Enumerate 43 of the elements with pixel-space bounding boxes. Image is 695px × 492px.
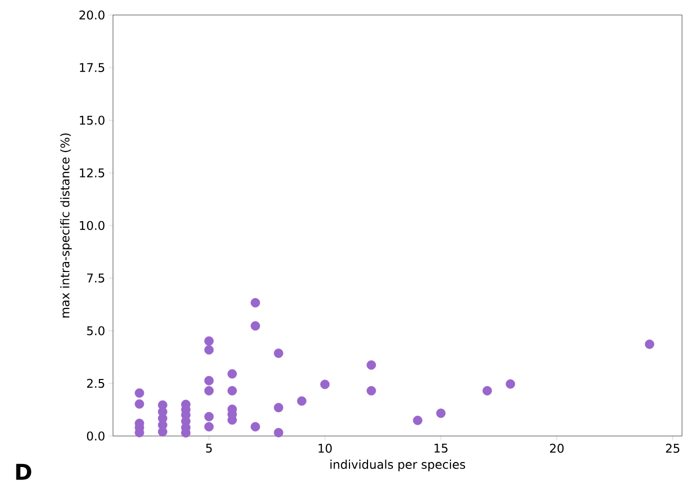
point: [320, 380, 330, 390]
point: [204, 376, 214, 386]
point: [274, 348, 284, 358]
point: [482, 386, 492, 396]
point: [158, 427, 168, 436]
point: [250, 422, 260, 432]
point: [227, 369, 237, 379]
x-tick-label: 25: [666, 444, 680, 453]
point: [204, 336, 214, 346]
y-tick-label: 15.0: [80, 116, 104, 125]
y-tick-label: 17.5: [80, 63, 104, 72]
point: [204, 412, 214, 422]
point: [297, 396, 306, 406]
x-tick-label: 15: [434, 444, 448, 453]
point: [250, 321, 260, 331]
point: [227, 386, 237, 396]
point: [274, 428, 284, 438]
x-tick-label: 20: [550, 444, 564, 453]
point: [204, 422, 214, 432]
point: [134, 388, 144, 398]
y-tick-label: 20.0: [79, 10, 104, 20]
y-axis-title: max intra-specific distance (%): [60, 133, 72, 318]
point: [274, 402, 284, 412]
x-axis-title: individuals per species: [330, 460, 466, 472]
text: D: [16, 464, 32, 480]
y-tick-label: 0.0: [86, 431, 104, 441]
x-tick-label: 5: [206, 444, 212, 453]
point: [506, 379, 516, 389]
point: [250, 298, 260, 308]
point: [366, 360, 376, 370]
point: [204, 386, 214, 396]
x-tick-label: 10: [318, 444, 332, 453]
y-tick-label: 5.0: [87, 326, 104, 336]
point: [366, 386, 376, 396]
y-tick-label: 10.0: [80, 220, 104, 230]
y-tick-label: 2.5: [87, 378, 104, 388]
y-tick-label: 12.5: [80, 168, 104, 178]
point: [644, 340, 654, 349]
y-tick-label: 7.5: [87, 274, 104, 283]
point: [204, 345, 214, 355]
point: [134, 399, 144, 409]
point: [436, 408, 446, 418]
point: [412, 416, 422, 426]
